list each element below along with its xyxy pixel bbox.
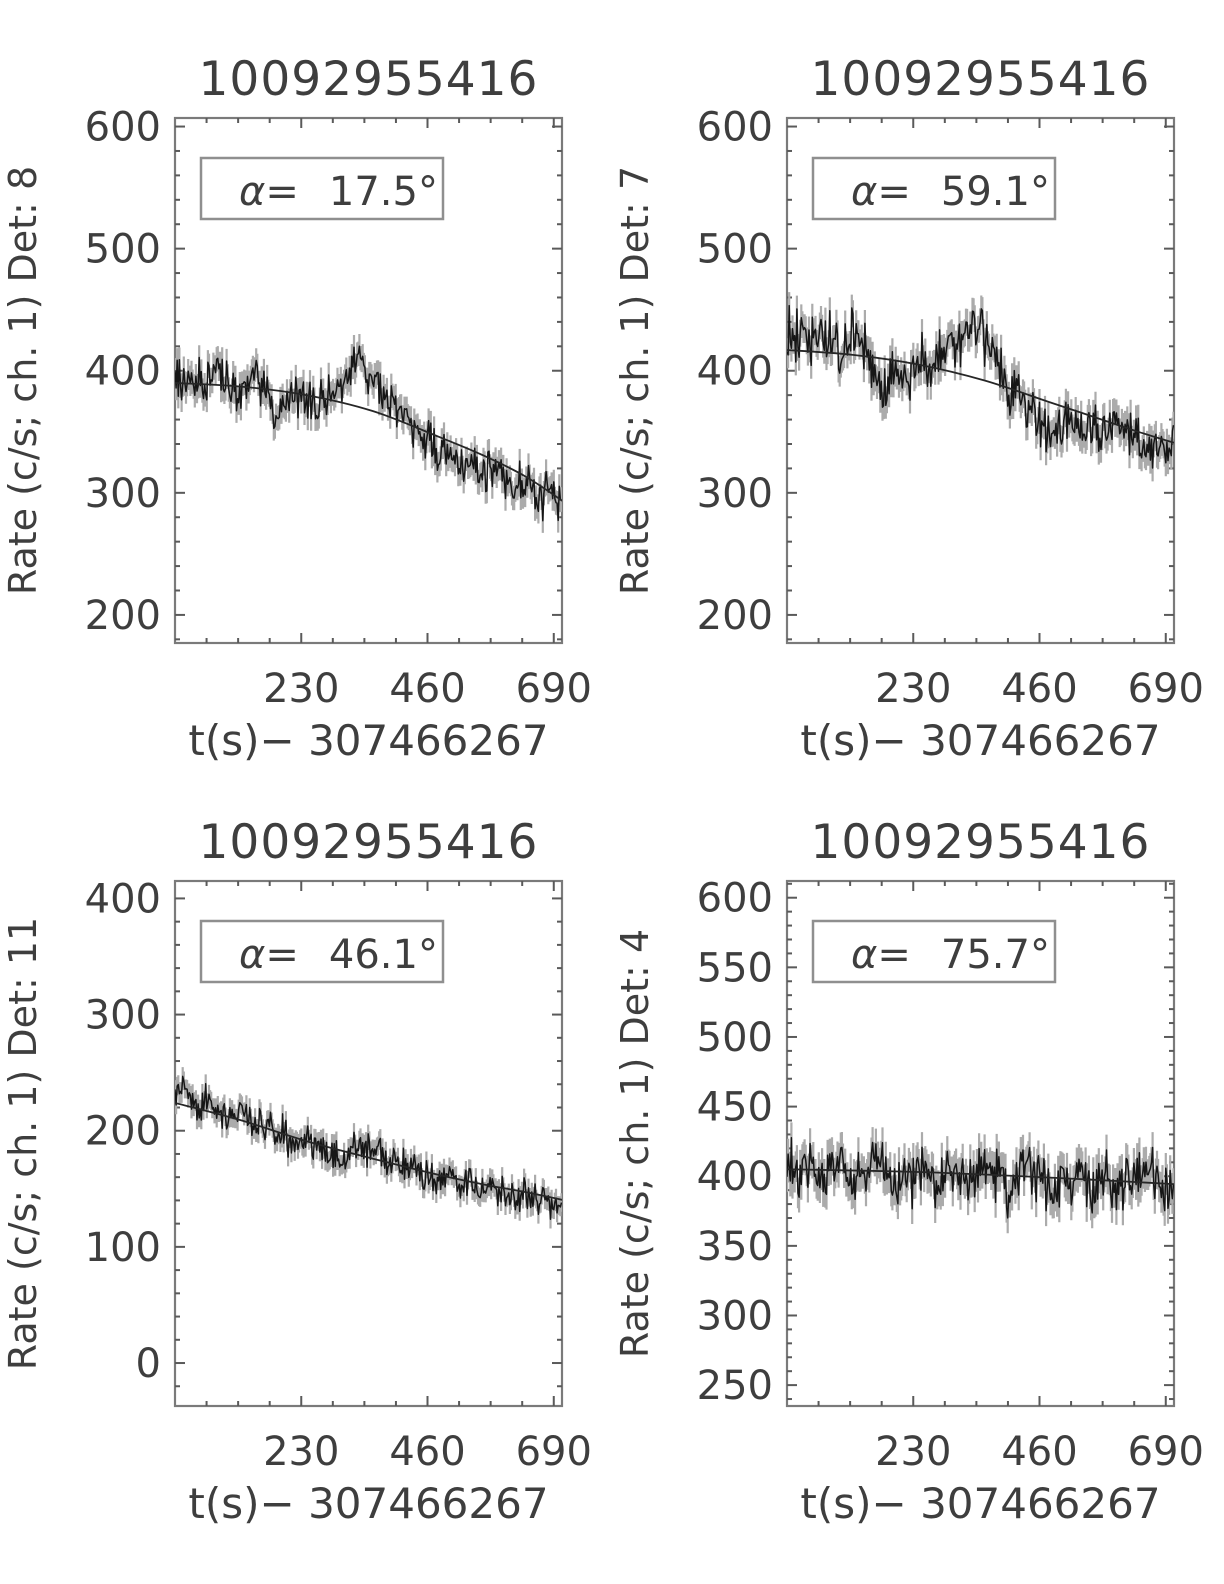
panel-det-7: 230 460 690 200 300 400 500 600 10092955416 Rat… (613, 52, 1204, 765)
svg-text:690: 690 (1128, 666, 1204, 712)
x-axis-label: t(s)− 307466267 (800, 1479, 1160, 1528)
panel-det-11: 230 460 690 0 100 200 300 400 10092955416 Rate … (1, 815, 592, 1528)
svg-text:690: 690 (1128, 1429, 1204, 1475)
y-axis-label: Rate (c/s; ch. 1) Det: 7 (613, 166, 657, 595)
plot-area: 230 460 690 200 300 400 500 600 (697, 105, 1204, 712)
legend-border (199, 919, 445, 984)
svg-text:300: 300 (85, 471, 161, 517)
svg-text:300: 300 (697, 1293, 773, 1339)
svg-text:690: 690 (516, 666, 592, 712)
svg-text:460: 460 (1001, 666, 1077, 712)
svg-text:200: 200 (697, 593, 773, 639)
y-axis-label: Rate (c/s; ch. 1) Det: 4 (613, 929, 657, 1358)
svg-text:550: 550 (697, 945, 773, 991)
x-axis-label: t(s)− 307466267 (188, 1479, 548, 1528)
svg-text:200: 200 (85, 593, 161, 639)
panel-det-4: 230 460 690 250 300 350 400 450 500 550 600 100929… (613, 815, 1204, 1528)
svg-text:0: 0 (136, 1341, 161, 1387)
x-axis-label: t(s)− 307466267 (188, 716, 548, 765)
svg-text:450: 450 (697, 1085, 773, 1131)
svg-text:350: 350 (697, 1224, 773, 1270)
svg-text:250: 250 (697, 1363, 773, 1409)
legend-alpha-text: α= 46.1° (239, 932, 438, 978)
svg-text:460: 460 (1001, 1429, 1077, 1475)
svg-text:600: 600 (697, 105, 773, 151)
svg-text:230: 230 (875, 1429, 951, 1475)
svg-text:460: 460 (389, 666, 465, 712)
panel-title: 10092955416 (811, 52, 1151, 107)
svg-text:690: 690 (516, 1429, 592, 1475)
panel-title: 10092955416 (199, 52, 539, 107)
legend-border (811, 156, 1057, 221)
plot-area: 230 460 690 250 300 350 400 450 500 550 600 (697, 876, 1204, 1475)
legend-alpha-text: α= 59.1° (851, 169, 1050, 215)
svg-text:600: 600 (697, 876, 773, 922)
panel-title: 10092955416 (811, 815, 1151, 870)
svg-text:500: 500 (697, 1015, 773, 1061)
panel-title: 10092955416 (199, 815, 539, 870)
legend-border (811, 919, 1057, 984)
legend-alpha-text: α= 17.5° (239, 169, 438, 215)
y-axis-label: Rate (c/s; ch. 1) Det: 8 (1, 166, 45, 595)
svg-text:400: 400 (85, 349, 161, 395)
svg-text:460: 460 (389, 1429, 465, 1475)
svg-text:200: 200 (85, 1109, 161, 1155)
svg-text:230: 230 (875, 666, 951, 712)
svg-text:400: 400 (85, 876, 161, 922)
plot-area: 230 460 690 200 300 400 500 600 (85, 105, 592, 712)
svg-text:230: 230 (263, 1429, 339, 1475)
alpha-legend: α= 59.1° (811, 156, 1057, 221)
alpha-legend: α= 17.5° (199, 156, 445, 221)
y-axis-label: Rate (c/s; ch. 1) Det: 11 (1, 917, 45, 1370)
svg-text:300: 300 (85, 993, 161, 1039)
legend-border (199, 156, 445, 221)
svg-text:500: 500 (85, 227, 161, 273)
svg-text:300: 300 (697, 471, 773, 517)
svg-text:600: 600 (85, 105, 161, 151)
svg-text:500: 500 (697, 227, 773, 273)
svg-text:400: 400 (697, 1154, 773, 1200)
x-axis-label: t(s)− 307466267 (800, 716, 1160, 765)
svg-text:400: 400 (697, 349, 773, 395)
alpha-legend: α= 46.1° (199, 919, 445, 984)
alpha-legend: α= 75.7° (811, 919, 1057, 984)
svg-text:100: 100 (85, 1225, 161, 1271)
legend-alpha-text: α= 75.7° (851, 932, 1050, 978)
plot-area: 230 460 690 0 100 200 300 400 (85, 876, 592, 1475)
panel-det-8: 230 460 690 200 300 400 500 600 10092955416 Rat… (1, 52, 592, 765)
svg-text:230: 230 (263, 666, 339, 712)
